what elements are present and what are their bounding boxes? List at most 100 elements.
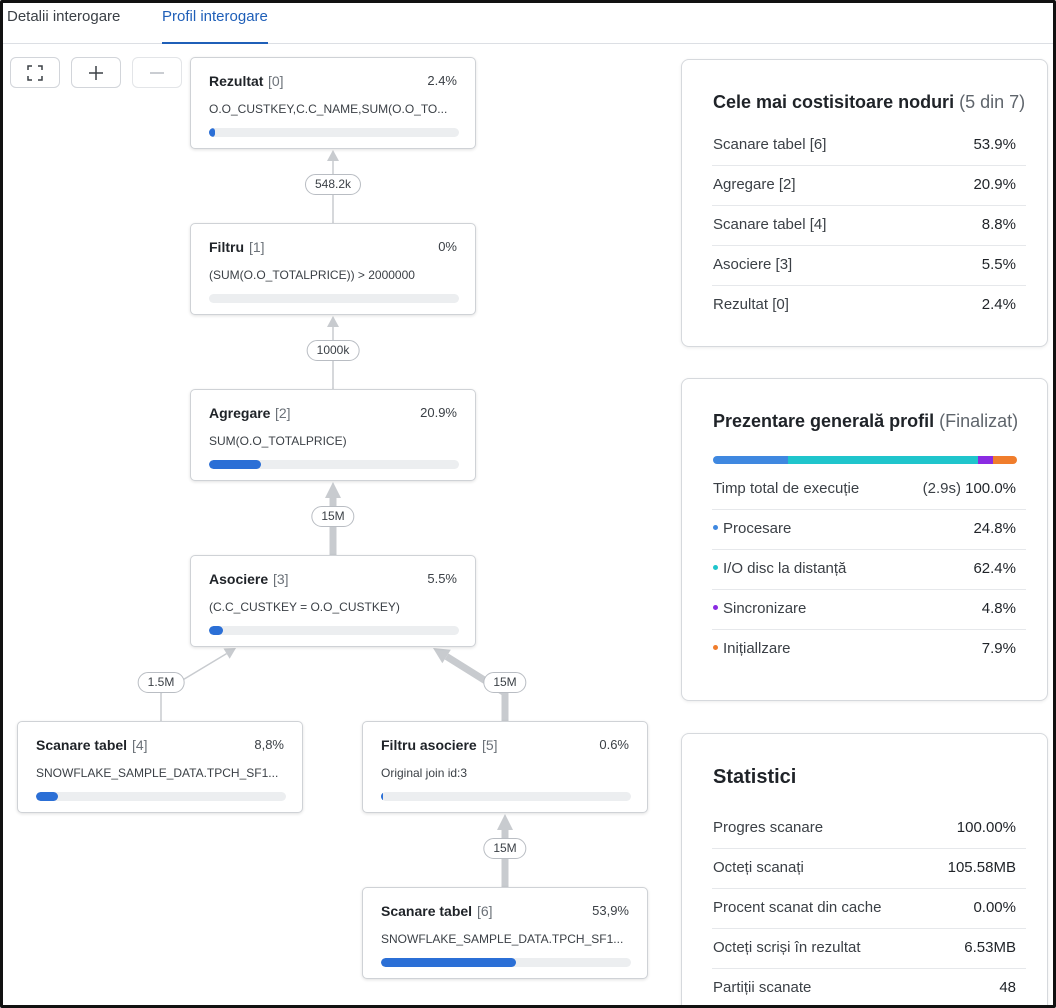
node-cost-fill [209,626,223,635]
row-value: 2.4% [981,296,1016,313]
costly-node-row[interactable]: Scanare tabel [4] 8.8% [712,206,1026,246]
row-value: 4.8% [981,600,1016,617]
costly-node-row[interactable]: Rezultat [0] 2.4% [712,286,1026,326]
node-cost-bar [209,460,459,469]
plus-icon [89,65,103,80]
row-label: Octeți scanați [713,859,804,876]
total-execution-row: Timp total de execuție (2.9s) 100.0% [712,470,1026,510]
fullscreen-icon [27,64,43,81]
breakdown-row: Sincronizare 4.8% [712,590,1026,630]
costly-nodes-count: (5 din 7) [959,92,1026,112]
operator-node[interactable]: Filtru asociere [5] 0.6% Original join id:3 [362,721,648,813]
operator-node[interactable]: Agregare [2] 20.9% SUM(O.O_TOTALPRICE) [190,389,476,481]
row-label: Octeți scriși în rezultat [713,939,861,956]
node-cost-bar [381,958,631,967]
row-label-text: I/O disc la distanță [723,560,847,577]
node-cost-bar [381,792,631,801]
node-id: [1] [249,239,265,255]
row-label-text: Procent scanat din cache [713,899,882,916]
minus-icon [150,71,164,74]
edge-line [444,653,509,721]
row-label-text: Progres scanare [713,819,824,836]
node-id: [6] [477,903,493,919]
row-label-text: Agregare [2] [713,176,796,193]
row-label: Progres scanare [713,819,823,836]
row-label-text: Sincronizare [723,600,807,617]
row-value: 7.9% [981,640,1016,657]
edge-arrow-icon [223,648,236,659]
row-value: 100.00% [956,819,1016,836]
legend-dot-icon [713,524,718,530]
operator-node[interactable]: Rezultat [0] 2.4% O.O_CUSTKEY,C.C_NAME,SUM(… [190,57,476,149]
row-label: Partiții scanate [713,979,811,996]
node-description: Original join id:3 [381,766,468,780]
statistic-row: Procent scanat din cache 0.00% [712,889,1026,929]
tab-query-details[interactable]: Detalii interogare [7,8,121,25]
total-execution-time: (2.9s) [922,480,961,497]
node-percentage: 53,9% [592,903,629,918]
node-description: O.O_CUSTKEY,C.C_NAME,SUM(O.O_TO... [209,102,448,116]
costly-nodes-title-text: Cele mai costisitoare noduri [713,92,955,112]
statistic-row: Progres scanare 100.00% [712,809,1026,849]
operator-node[interactable]: Asociere [3] 5.5% (C.C_CUSTKEY = O.O_CUSTKE… [190,555,476,647]
statistic-row: Octeți scanați 105.58MB [712,849,1026,889]
statistics-card: Statistici Progres scanare 100.00% Octeți … [681,733,1048,1005]
node-cost-fill [381,792,383,801]
breakdown-segment [713,456,789,464]
row-label-text: Octeți scriși în rezultat [713,939,861,956]
edge-line [160,653,227,721]
node-cost-fill [209,128,215,137]
row-label: Scanare tabel [4] [713,216,826,233]
zoom-out-button[interactable] [132,57,182,88]
node-description: SNOWFLAKE_SAMPLE_DATA.TPCH_SF1... [381,932,624,946]
row-label: Inițiallzare [713,640,791,657]
node-cost-fill [381,958,516,967]
node-percentage: 0% [438,239,457,254]
node-percentage: 20.9% [420,405,457,420]
row-label-text: Asociere [3] [713,256,793,273]
edge-arrow-icon [327,150,339,161]
operator-node[interactable]: Filtru [1] 0% (SUM(O.O_TOTALPRICE)) > 20000… [190,223,476,315]
row-value: 20.9% [973,176,1016,193]
edge-arrow-icon [325,482,341,498]
row-label-text: Partiții scanate [713,979,812,996]
legend-dot-icon [713,564,718,570]
row-value: 53.9% [973,136,1016,153]
row-label: Agregare [2] [713,176,796,193]
costly-node-row[interactable]: Asociere [3] 5.5% [712,246,1026,286]
row-value: 24.8% [973,520,1016,537]
edge-row-count: 548.2k [304,174,362,195]
costly-node-row[interactable]: Agregare [2] 20.9% [712,166,1026,206]
node-cost-fill [36,792,58,801]
node-id: [0] [268,73,284,89]
edge-arrow-icon [497,814,513,830]
node-cost-bar [36,792,286,801]
legend-dot-icon [713,604,718,610]
legend-dot-icon [713,644,718,650]
total-execution-pct: 100.0% [965,480,1016,497]
row-value: 6.53MB [964,939,1016,956]
operator-node[interactable]: Scanare tabel [6] 53,9% SNOWFLAKE_SAMPLE_DA… [362,887,648,979]
zoom-in-button[interactable] [71,57,121,88]
row-value: 62.4% [973,560,1016,577]
row-value: 5.5% [981,256,1016,273]
breakdown-row: I/O disc la distanță 62.4% [712,550,1026,590]
edge-row-count: 15M [311,506,355,527]
breakdown-segment [788,456,979,464]
node-percentage: 5.5% [427,571,457,586]
edge-row-count: 15M [483,672,527,693]
row-label: Procent scanat din cache [713,899,881,916]
costly-node-row[interactable]: Scanare tabel [6] 53.9% [712,126,1026,166]
row-label: Rezultat [0] [713,296,789,313]
profile-overview-card: Prezentare generală profil (Finalizat) T… [681,378,1048,701]
node-cost-fill [209,460,262,469]
node-description: SUM(O.O_TOTALPRICE) [209,434,347,448]
fit-to-screen-button[interactable] [10,57,60,88]
execution-time-breakdown-bar [713,456,1017,464]
statistic-row: Partiții scanate 48 [712,969,1026,1005]
profile-status: (Finalizat) [939,411,1019,431]
operator-node[interactable]: Scanare tabel [4] 8,8% SNOWFLAKE_SAMPLE_DAT… [17,721,303,813]
row-label-text: Rezultat [0] [713,296,789,313]
tab-query-profile[interactable]: Profil interogare [162,7,268,44]
